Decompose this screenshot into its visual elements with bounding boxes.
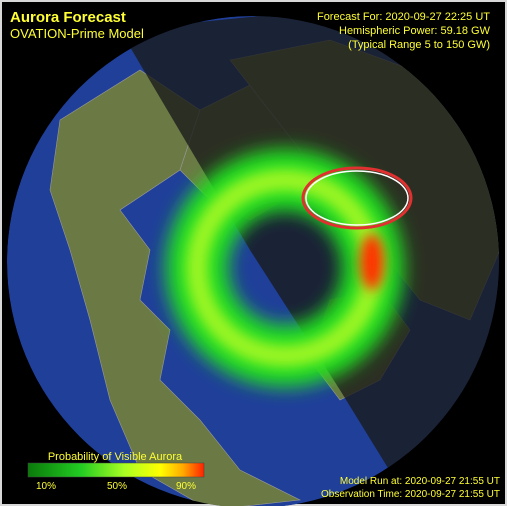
legend-label: 50% bbox=[107, 481, 127, 492]
globe bbox=[7, 16, 499, 506]
night-side bbox=[120, 16, 499, 506]
title: Aurora Forecast bbox=[10, 9, 126, 26]
model-run: Model Run at: 2020-09-27 21:55 UT bbox=[340, 476, 500, 487]
highlight-ellipse bbox=[301, 166, 413, 230]
subtitle: OVATION-Prime Model bbox=[10, 26, 144, 41]
highlight-ellipse-inner bbox=[305, 170, 409, 226]
hemispheric-power: Hemispheric Power: 59.18 GW bbox=[339, 25, 491, 37]
typical-range: (Typical Range 5 to 150 GW) bbox=[348, 39, 490, 51]
legend-title: Probability of Visible Aurora bbox=[48, 451, 183, 463]
legend-label: 10% bbox=[36, 481, 56, 492]
legend-label: 90% bbox=[176, 481, 196, 492]
aurora-peak bbox=[360, 234, 384, 290]
forecast-for: Forecast For: 2020-09-27 22:25 UT bbox=[317, 11, 490, 23]
colorbar bbox=[27, 462, 205, 478]
observation-time: Observation Time: 2020-09-27 21:55 UT bbox=[321, 489, 500, 500]
